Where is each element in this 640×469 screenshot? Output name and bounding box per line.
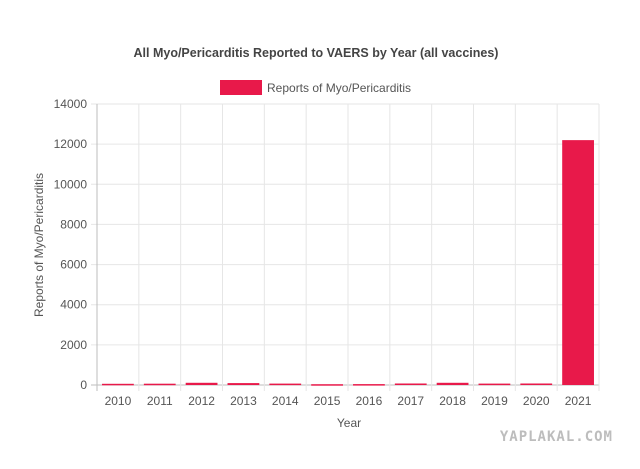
bar-2019[interactable] xyxy=(478,383,511,386)
bar-2016[interactable] xyxy=(353,384,385,386)
bar-2014[interactable] xyxy=(269,383,302,386)
y-axis-title: Reports of Myo/Pericarditis xyxy=(32,173,46,317)
x-tick-label: 2013 xyxy=(230,394,257,408)
x-tick-label: 2021 xyxy=(565,394,592,408)
x-tick-label: 2017 xyxy=(397,394,424,408)
legend-label[interactable]: Reports of Myo/Pericarditis xyxy=(267,81,411,95)
x-tick-label: 2019 xyxy=(481,394,508,408)
chart-bars xyxy=(102,140,594,386)
x-axis-title: Year xyxy=(337,416,361,430)
x-tick-label: 2018 xyxy=(439,394,466,408)
watermark-logo: YAPLAKAL.COM xyxy=(499,429,613,445)
x-tick-label: 2010 xyxy=(105,394,132,408)
y-tick-label: 6000 xyxy=(60,258,87,272)
x-axis-ticks: 2010 2011 2012 2013 2014 2015 2016 2017 2018 2019… xyxy=(105,394,592,408)
x-tick-label: 2016 xyxy=(356,394,383,408)
bar-2017[interactable] xyxy=(394,383,427,385)
y-tick-label: 2000 xyxy=(60,338,87,352)
bar-2021[interactable] xyxy=(562,140,594,385)
y-axis-ticks: 0 2000 4000 6000 8000 10000 12000 14000 xyxy=(54,97,88,392)
y-tick-label: 0 xyxy=(80,378,87,392)
y-tick-label: 14000 xyxy=(54,97,88,111)
y-tick-label: 8000 xyxy=(60,217,87,231)
bar-2013[interactable] xyxy=(227,383,260,385)
bar-2010[interactable] xyxy=(102,383,134,386)
bar-2012[interactable] xyxy=(185,382,218,385)
x-tick-label: 2020 xyxy=(523,394,550,408)
x-tick-label: 2011 xyxy=(147,394,173,408)
bar-2020[interactable] xyxy=(520,383,553,385)
legend-swatch[interactable] xyxy=(220,80,262,95)
y-tick-label: 10000 xyxy=(54,177,88,191)
chart-gridlines xyxy=(91,103,600,391)
bar-2015[interactable] xyxy=(311,384,343,386)
x-tick-label: 2012 xyxy=(188,394,215,408)
y-tick-label: 12000 xyxy=(54,137,88,151)
bar-2018[interactable] xyxy=(436,382,469,385)
bar-2011[interactable] xyxy=(143,383,176,386)
x-tick-label: 2015 xyxy=(314,394,341,408)
chart-title: All Myo/Pericarditis Reported to VAERS b… xyxy=(134,46,499,60)
x-tick-label: 2014 xyxy=(272,394,299,408)
y-tick-label: 4000 xyxy=(60,298,87,312)
